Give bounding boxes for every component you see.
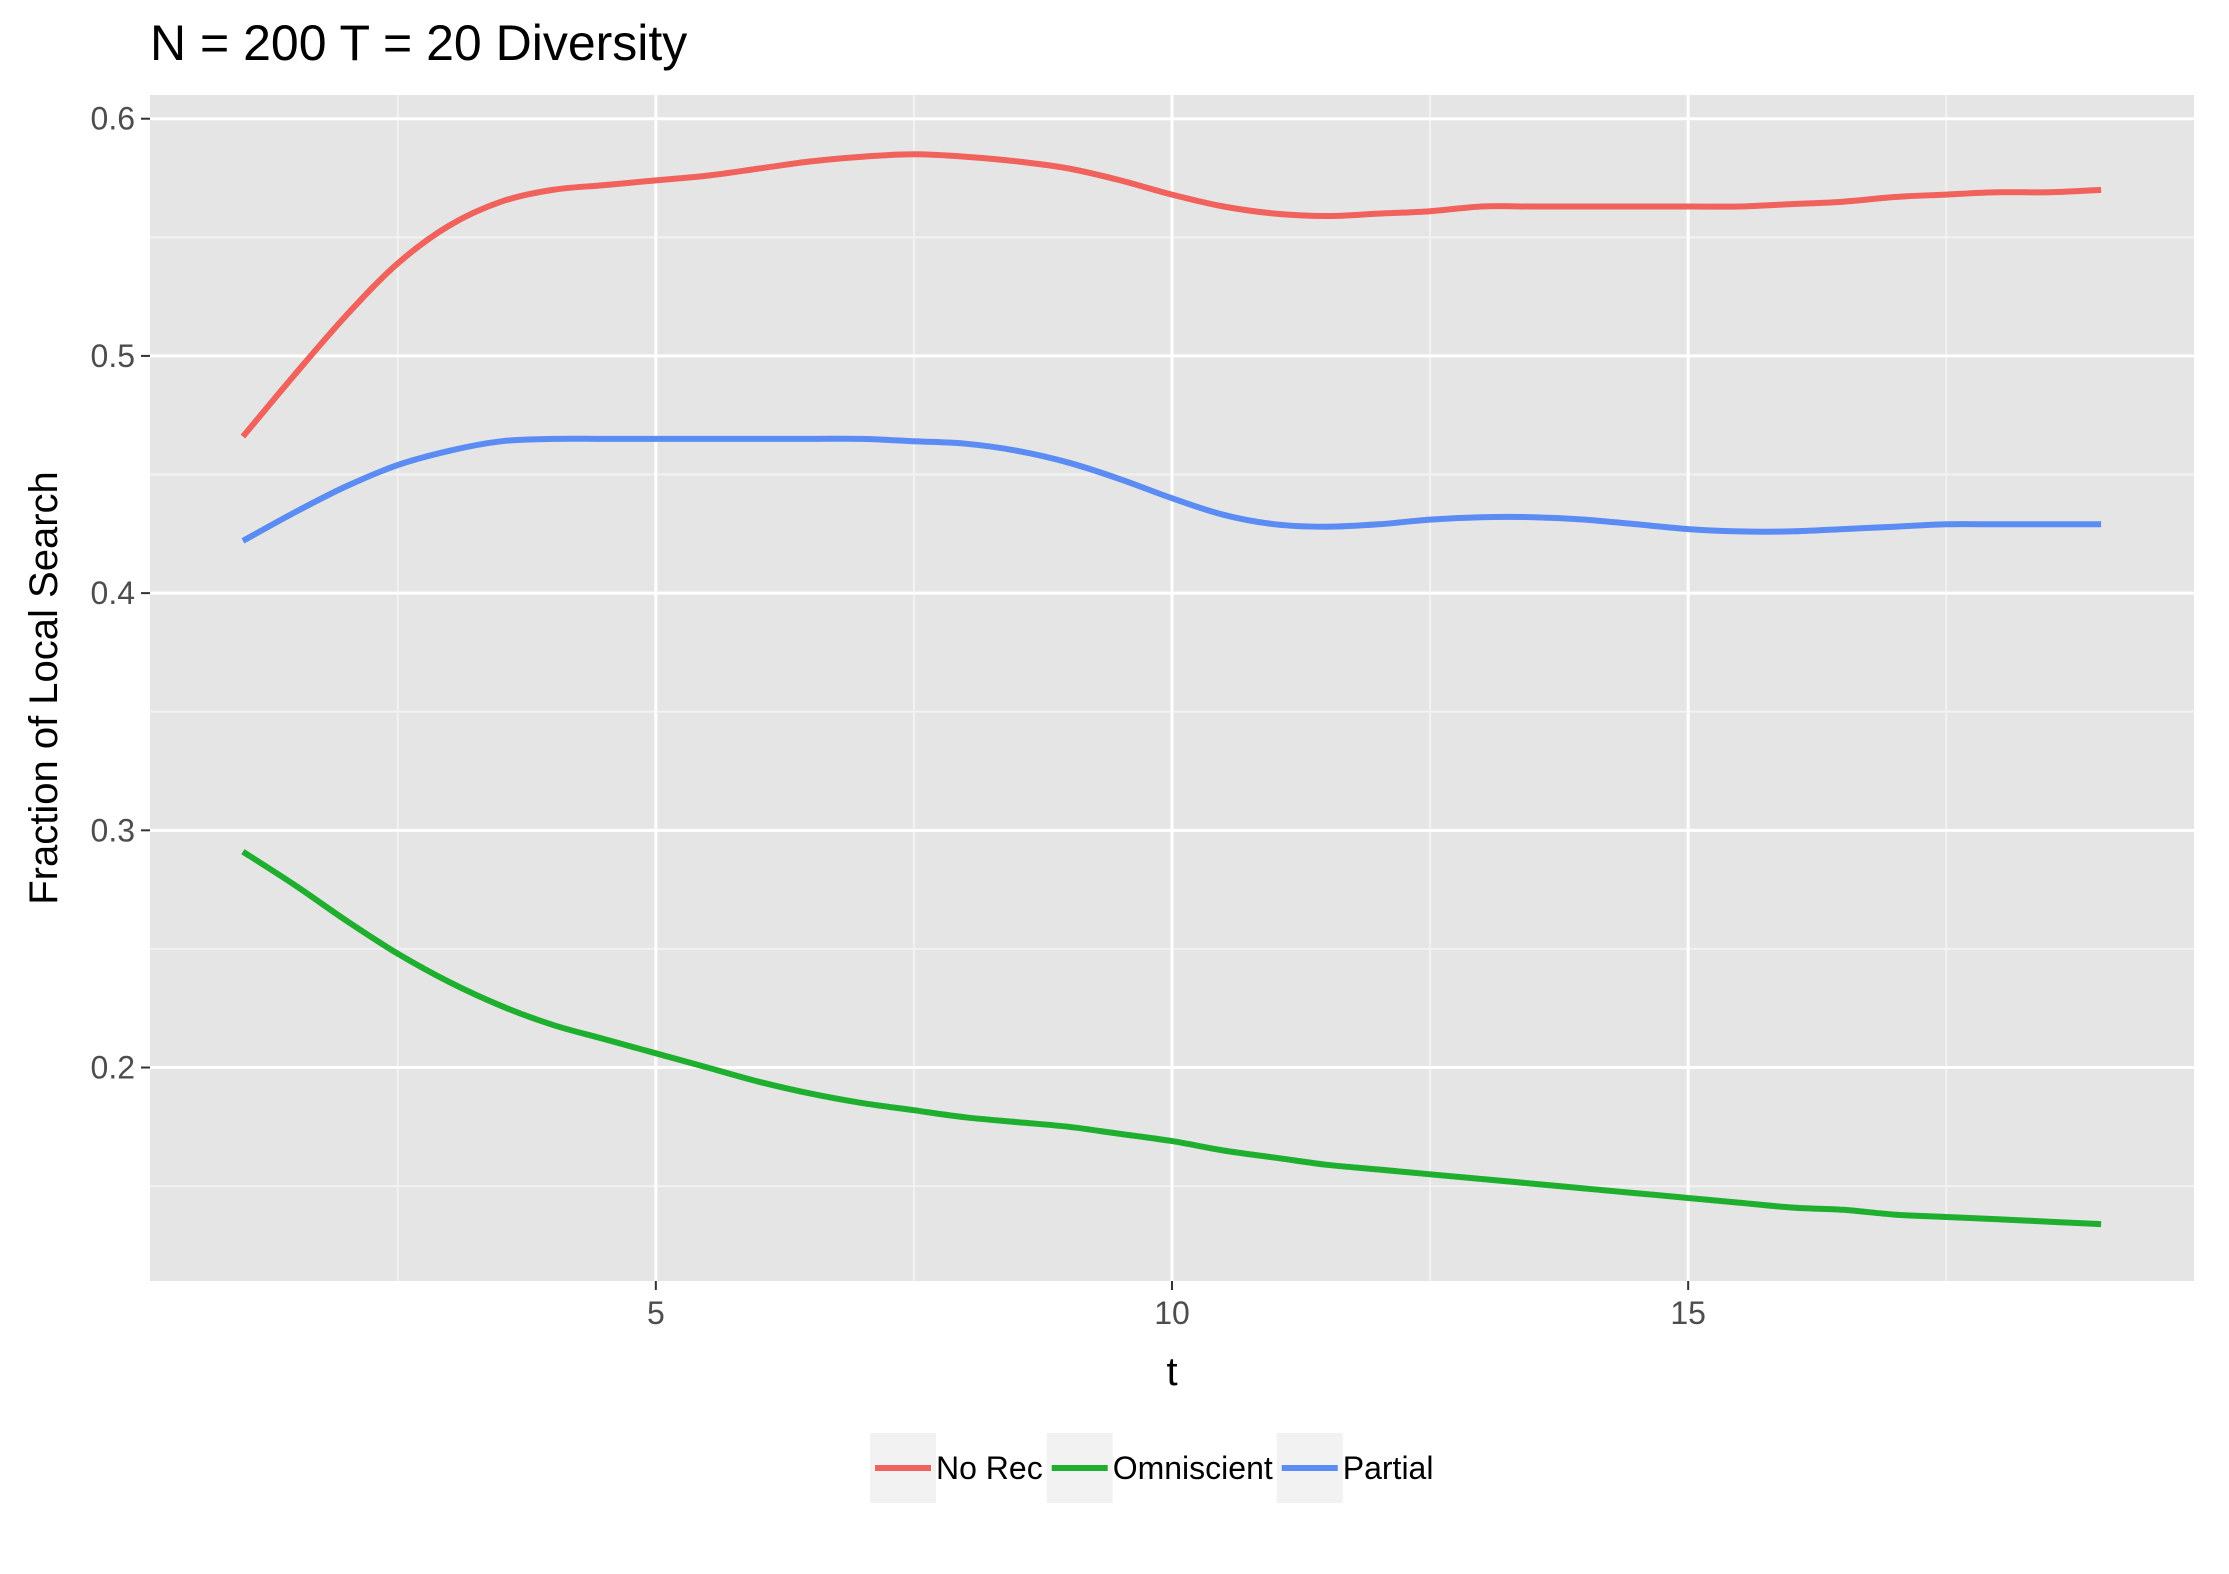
y-tick-label: 0.4 xyxy=(91,575,135,611)
legend-label: No Rec xyxy=(936,1450,1043,1486)
legend-label: Partial xyxy=(1343,1450,1434,1486)
legend-item-partial: Partial xyxy=(1276,1433,1434,1503)
legend-item-no-rec: No Rec xyxy=(870,1433,1043,1503)
major-gridlines xyxy=(150,95,2194,1281)
y-tick-label: 0.6 xyxy=(91,101,135,137)
series-lines xyxy=(240,151,2102,1228)
series-line-omniscient xyxy=(241,849,2102,1228)
legend: No Rec Omniscient Partial xyxy=(870,1433,1433,1503)
chart-title: N = 200 T = 20 Diversity xyxy=(150,15,687,71)
y-tick-label: 0.2 xyxy=(91,1050,135,1086)
y-tick-label: 0.3 xyxy=(91,812,135,848)
x-axis-ticks: 5 10 15 xyxy=(647,1281,1706,1331)
x-tick-label: 10 xyxy=(1154,1295,1190,1331)
x-tick-label: 5 xyxy=(647,1295,665,1331)
y-axis-title: Fraction of Local Search xyxy=(22,471,66,905)
y-tick-label: 0.5 xyxy=(91,338,135,374)
series-line-partial xyxy=(241,435,2102,544)
y-axis-ticks: 0.2 0.3 0.4 0.5 0.6 xyxy=(91,101,150,1086)
x-axis-title: t xyxy=(1166,1350,1177,1394)
x-tick-label: 15 xyxy=(1670,1295,1706,1331)
legend-item-omniscient: Omniscient xyxy=(1046,1433,1273,1503)
series-line-no-rec xyxy=(240,151,2102,439)
legend-label: Omniscient xyxy=(1113,1450,1273,1486)
